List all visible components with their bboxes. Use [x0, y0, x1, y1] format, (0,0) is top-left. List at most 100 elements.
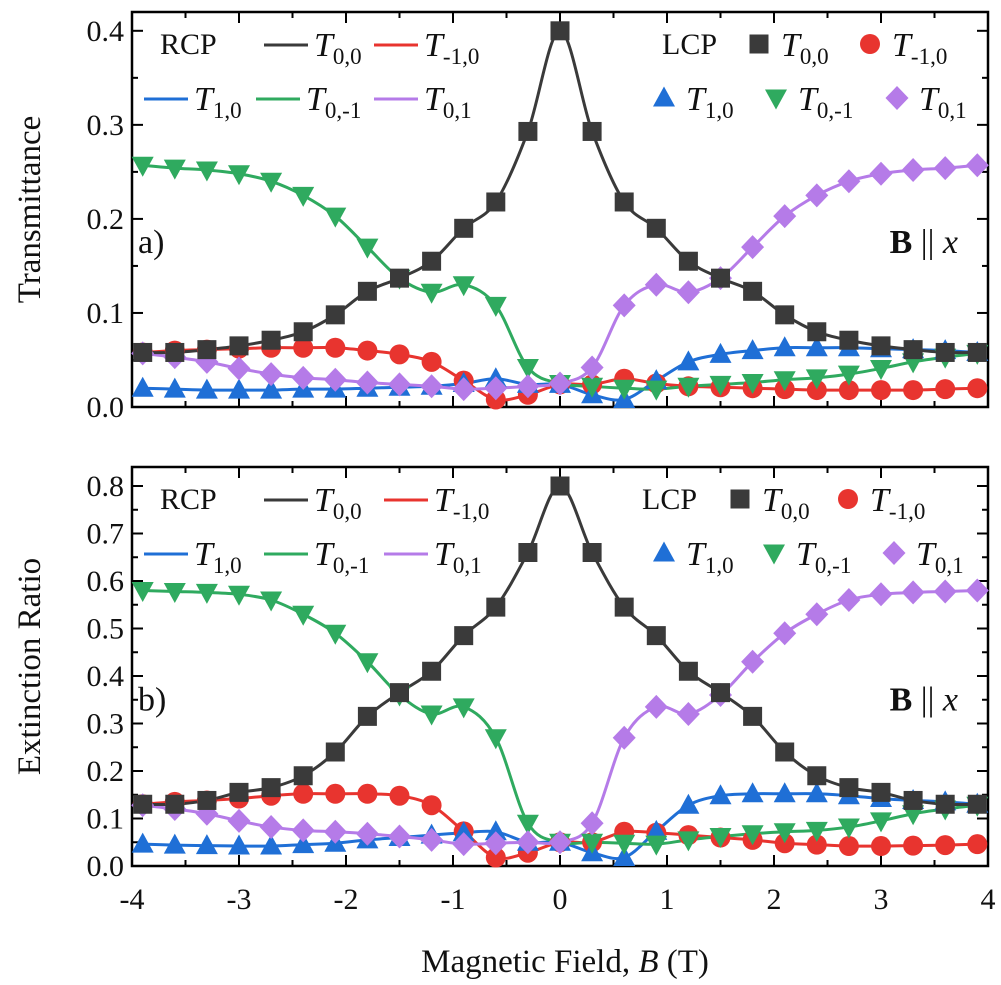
marker-Tm10 [357, 783, 378, 804]
marker-T10 [484, 820, 507, 841]
marker-T10 [131, 376, 154, 397]
legend-lcp-title: LCP [662, 28, 717, 61]
marker-T10 [228, 834, 250, 855]
marker-T00 [743, 706, 763, 726]
y-tick-label: 0.1 [87, 803, 125, 836]
x-axis-label: Magnetic Field, B (T) [421, 944, 709, 980]
x-tick-label: 4 [981, 883, 996, 916]
marker-T0m1 [452, 276, 475, 297]
marker-T00 [165, 794, 185, 814]
legend-label-T10: T1,0 [686, 81, 734, 123]
panel-b-extinction-ratio: -4 -3 -2 -1 0 1 2 3 4 0.0 0.1 0.2 0.3 0.4 0.5 0.6 0.7 0.8… [12, 465, 996, 916]
marker-T01 [420, 827, 444, 852]
marker-T00 [678, 251, 698, 271]
marker-Tm10 [903, 380, 924, 401]
marker-T01 [548, 371, 572, 396]
legend-label-Tm10: T-1,0 [434, 482, 489, 524]
marker-T00 [903, 340, 923, 360]
marker-T0m1 [902, 805, 925, 826]
marker-T01 [837, 588, 861, 612]
marker-T0m1 [709, 375, 732, 396]
field-direction-annotation: B || x [890, 681, 958, 718]
marker-T10 [260, 834, 283, 855]
marker-T00 [390, 683, 409, 703]
legend-marker-Tm10 [838, 489, 858, 509]
marker-T00 [133, 794, 153, 814]
y-tick-label: 0.4 [87, 660, 125, 693]
panel-a-transmittance: 0.0 0.1 0.2 0.3 0.4 Transmittance a) B || x RCP T… [12, 10, 990, 424]
marker-T01 [805, 183, 829, 208]
marker-T10 [163, 833, 186, 854]
marker-T01 [259, 362, 283, 387]
marker-T01 [452, 377, 476, 402]
marker-Tm10 [806, 834, 827, 855]
marker-T01 [612, 293, 636, 318]
marker-T0m1 [870, 812, 892, 833]
marker-T0m1 [292, 186, 315, 207]
legend-label-T10: T1,0 [194, 81, 242, 123]
marker-T0m1 [356, 653, 379, 674]
legend-rcp-title: RCP [160, 28, 217, 61]
marker-T00 [454, 218, 474, 238]
panel-label: b) [138, 681, 166, 718]
marker-T01 [837, 169, 861, 194]
legend-label-T00: T0,0 [314, 27, 362, 69]
y-tick-label: 0.0 [87, 850, 125, 883]
marker-T01 [933, 579, 957, 604]
marker-T0m1 [516, 359, 539, 379]
marker-T01 [644, 272, 668, 297]
marker-T0m1 [805, 369, 828, 390]
series-line-T00 [142, 29, 978, 355]
y-tick-label: 0.2 [87, 755, 125, 788]
marker-T0m1 [484, 729, 507, 750]
legend-label-T10: T1,0 [686, 536, 734, 578]
marker-T00 [422, 661, 442, 681]
marker-Tm10 [293, 783, 314, 804]
legend-marker-T10 [653, 541, 675, 562]
marker-T00 [229, 336, 249, 356]
marker-T00 [486, 597, 506, 617]
marker-T00 [839, 330, 859, 350]
marker-Tm10 [935, 835, 956, 856]
marker-T00 [935, 342, 955, 362]
marker-T0m1 [645, 380, 668, 401]
legend-label-T01: T0,1 [916, 536, 964, 578]
marker-T00 [775, 305, 795, 325]
x-tick-label: 3 [874, 883, 889, 916]
marker-T01 [227, 356, 251, 381]
y-tick-label: 0.4 [87, 15, 125, 48]
marker-T0m1 [581, 377, 604, 398]
marker-T0m1 [163, 159, 186, 180]
y-tick-label: 0.7 [87, 518, 125, 551]
y-tick-label: 0.3 [87, 708, 125, 741]
marker-T01 [773, 621, 797, 646]
marker-T10 [773, 336, 796, 357]
marker-T01 [484, 831, 508, 856]
series-line-T0m1 [142, 589, 978, 846]
marker-T00 [807, 322, 827, 342]
marker-T01 [933, 156, 957, 181]
marker-T10 [163, 377, 186, 398]
panel-label: a) [138, 224, 164, 261]
marker-T0m1 [516, 814, 539, 835]
marker-T10 [131, 832, 154, 853]
legend-label-T0m1: T0,-1 [796, 536, 851, 578]
marker-T00 [807, 766, 827, 786]
marker-T00 [550, 476, 570, 496]
marker-T00 [967, 342, 987, 362]
marker-T0m1 [260, 591, 283, 612]
marker-Tm10 [903, 835, 924, 856]
field-direction-annotation: B || x [890, 224, 958, 261]
marker-T0m1 [677, 377, 700, 398]
legend: RCP T0,0 T-1,0 T1,0 T0,-1 T0,1 LCP T0,0 T-1,0 T1,… [144, 482, 964, 578]
legend-label-T00: T0,0 [314, 482, 362, 524]
marker-T0m1 [131, 582, 154, 602]
marker-T00 [582, 543, 602, 562]
marker-T10 [741, 782, 764, 803]
marker-T10 [645, 819, 668, 840]
marker-Tm10 [421, 795, 442, 816]
marker-T10 [709, 342, 732, 363]
marker-T0m1 [613, 379, 636, 400]
marker-T01 [901, 580, 925, 605]
marker-T00 [197, 790, 217, 810]
